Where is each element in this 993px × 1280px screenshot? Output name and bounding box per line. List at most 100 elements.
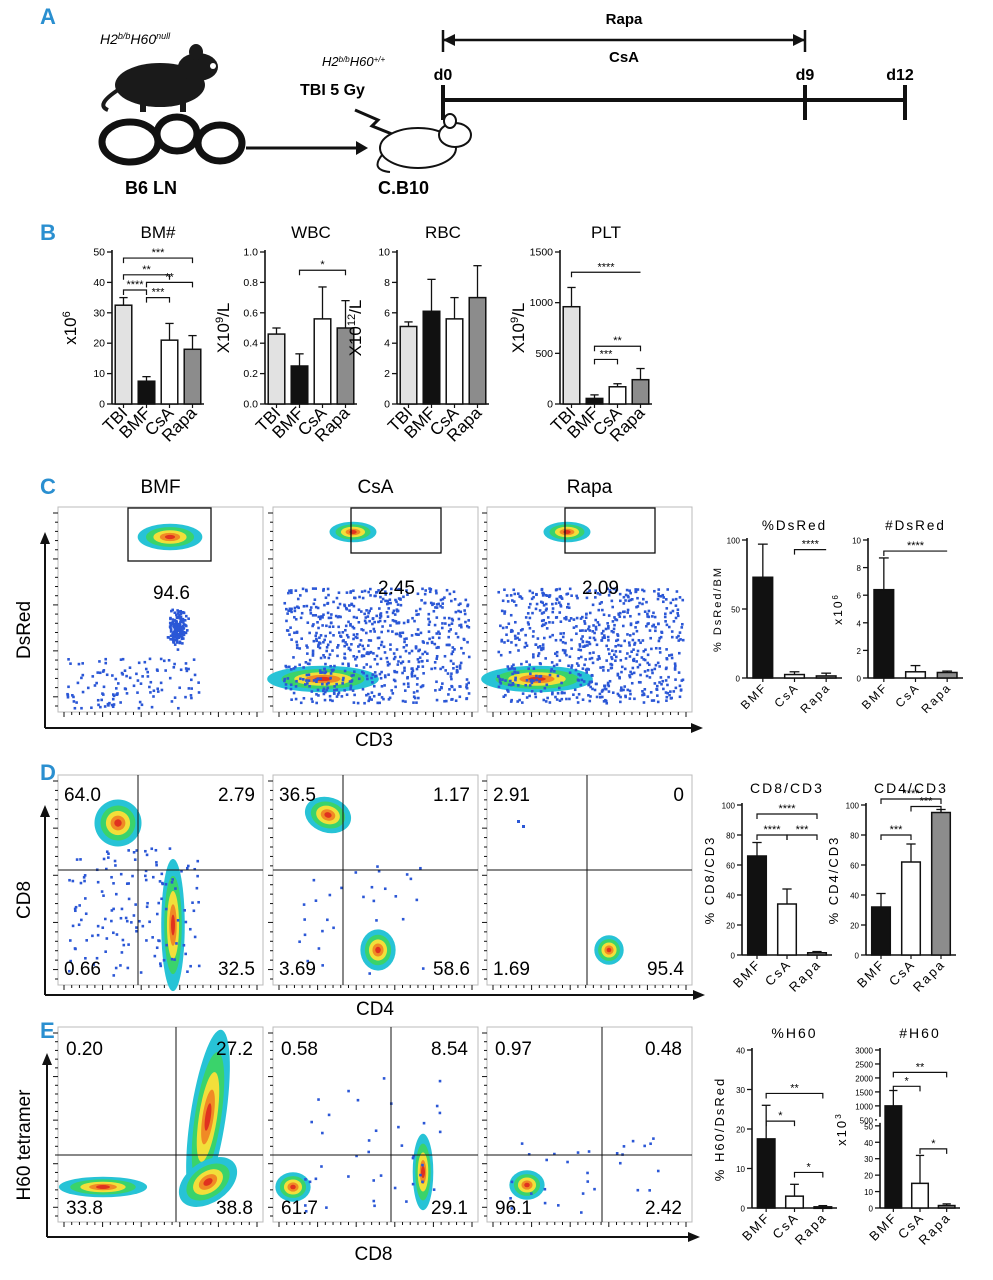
event-dot	[177, 706, 180, 710]
event-dot	[96, 698, 100, 702]
y-axis-label-sup: 12	[346, 314, 358, 326]
y-tick-label: 1500	[530, 247, 554, 259]
event-dot	[317, 643, 320, 647]
event-dot	[86, 686, 90, 690]
event-dot	[334, 614, 338, 618]
event-dot	[347, 635, 350, 639]
event-dot	[342, 676, 345, 680]
event-dot	[366, 615, 370, 618]
event-dot	[361, 644, 365, 648]
donor-mouse-icon	[101, 44, 218, 112]
event-dot	[315, 680, 318, 684]
event-dot	[333, 685, 336, 688]
event-dot	[534, 643, 538, 646]
event-dot	[176, 648, 180, 651]
event-dot	[328, 694, 332, 698]
event-dot	[187, 687, 191, 690]
event-dot	[660, 682, 663, 686]
event-dot	[175, 616, 179, 619]
event-dot	[674, 678, 677, 681]
event-dot	[376, 636, 380, 640]
event-dot	[657, 639, 661, 643]
event-dot	[379, 657, 383, 661]
y-tick-label: 0.4	[243, 338, 258, 350]
event-dot	[507, 690, 510, 693]
event-dot	[329, 616, 333, 620]
event-dot	[445, 699, 448, 703]
event-dot	[357, 650, 361, 653]
event-dot	[466, 640, 469, 644]
event-dot	[112, 703, 116, 706]
event-dot	[178, 635, 181, 638]
event-dot	[403, 637, 406, 641]
event-dot	[443, 596, 446, 599]
event-dot	[185, 669, 189, 673]
event-dot	[453, 597, 457, 601]
event-dot	[396, 663, 400, 666]
event-dot	[582, 680, 586, 683]
event-dot	[400, 661, 403, 665]
event-dot	[575, 616, 579, 620]
event-dot	[323, 698, 327, 702]
event-dot	[399, 635, 403, 638]
event-dot	[647, 609, 651, 613]
event-dot	[176, 627, 179, 630]
event-dot	[540, 612, 544, 615]
event-dot	[365, 693, 368, 697]
event-dot	[315, 631, 318, 635]
event-dot	[177, 625, 180, 629]
event-dot	[144, 667, 148, 671]
event-dot	[329, 640, 332, 644]
event-dot	[319, 617, 322, 621]
event-dot	[397, 660, 400, 663]
event-dot	[455, 665, 459, 669]
event-dot	[628, 655, 632, 658]
event-dot	[513, 592, 517, 596]
event-dot	[337, 615, 341, 618]
event-dot	[182, 623, 186, 626]
event-dot	[613, 616, 616, 619]
event-dot	[298, 647, 302, 650]
event-dot	[180, 630, 183, 634]
event-dot	[642, 692, 646, 696]
event-dot	[381, 597, 385, 601]
event-dot	[591, 661, 595, 665]
event-dot	[665, 623, 669, 627]
event-dot	[405, 637, 408, 640]
event-dot	[575, 696, 579, 699]
event-dot	[309, 612, 313, 615]
event-dot	[407, 660, 411, 663]
event-dot	[287, 609, 290, 613]
event-dot	[421, 684, 425, 687]
event-dot	[641, 602, 644, 606]
bar-rapa	[468, 296, 487, 405]
event-dot	[456, 670, 459, 673]
event-dot	[355, 655, 359, 659]
event-dot	[451, 650, 455, 653]
event-dot	[338, 602, 342, 606]
event-dot	[361, 628, 365, 632]
event-dot	[410, 634, 414, 637]
event-dot	[102, 685, 106, 689]
event-dot	[636, 665, 640, 669]
event-dot	[99, 705, 102, 709]
event-dot	[181, 624, 185, 628]
event-dot	[458, 667, 462, 670]
event-dot	[401, 631, 405, 635]
event-dot	[568, 587, 572, 591]
event-dot	[513, 634, 517, 638]
event-dot	[312, 602, 316, 606]
event-dot	[438, 632, 441, 635]
event-dot	[317, 626, 320, 630]
event-dot	[576, 678, 580, 682]
event-dot	[332, 668, 335, 672]
event-dot	[553, 670, 556, 673]
event-dot	[623, 667, 627, 671]
event-dot	[350, 603, 354, 606]
event-dot	[370, 691, 374, 694]
panel-a-label: A	[40, 4, 56, 29]
event-dot	[295, 646, 299, 650]
event-dot	[454, 610, 458, 614]
event-dot	[467, 692, 471, 695]
event-dot	[175, 641, 179, 644]
